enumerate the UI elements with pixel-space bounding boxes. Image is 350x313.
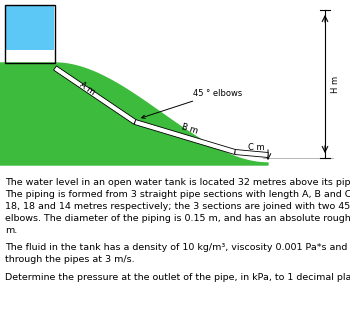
Polygon shape (54, 66, 136, 124)
Text: 18, 18 and 14 metres respectively; the 3 sections are joined with two 45 °: 18, 18 and 14 metres respectively; the 3… (5, 202, 350, 211)
Text: A m: A m (78, 81, 96, 97)
Bar (6, 6, 54, 50)
Text: through the pipes at 3 m/s.: through the pipes at 3 m/s. (5, 255, 135, 264)
Text: C m: C m (248, 143, 265, 152)
Text: The fluid in the tank has a density of 10 kg/m³, viscosity 0.001 Pa*s and is flo: The fluid in the tank has a density of 1… (5, 244, 350, 252)
Text: B m: B m (181, 122, 199, 136)
Bar (5, 5, 55, 63)
Text: elbows. The diameter of the piping is 0.15 m, and has an absolute roughness of 5: elbows. The diameter of the piping is 0.… (5, 214, 350, 223)
Text: The water level in an open water tank is located 32 metres above its pipe outlet: The water level in an open water tank is… (5, 178, 350, 187)
Polygon shape (0, 63, 268, 165)
Text: Determine the pressure at the outlet of the pipe, in kPa, to 1 decimal place.: Determine the pressure at the outlet of … (5, 273, 350, 282)
Text: The piping is formed from 3 straight pipe sections with length A, B and C which : The piping is formed from 3 straight pip… (5, 190, 350, 199)
Polygon shape (134, 120, 236, 154)
Polygon shape (235, 150, 268, 157)
Text: 45 ° elbows: 45 ° elbows (142, 89, 242, 118)
Text: H m: H m (331, 75, 340, 93)
Text: m.: m. (5, 226, 17, 235)
